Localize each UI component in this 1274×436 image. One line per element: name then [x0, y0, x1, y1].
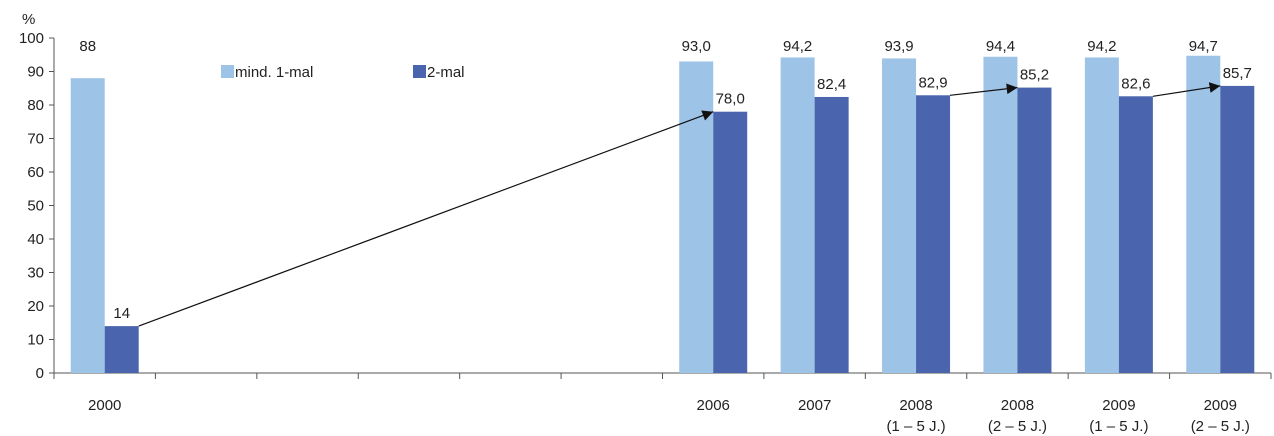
x-tick-label: 2000	[88, 397, 121, 414]
x-tick-label: 2009	[1102, 397, 1135, 414]
y-tick-label: 0	[36, 365, 44, 382]
y-tick-label: 70	[27, 131, 44, 148]
legend-label: mind. 1-mal	[235, 64, 313, 81]
axes: 0 10 20 30 40 50 60 70 80 90 100% 2000 2006 2007 2008 (…	[19, 11, 1272, 435]
data-label: 14	[113, 305, 130, 322]
y-tick-label: 30	[27, 265, 44, 282]
x-tick-label: 2008	[1001, 397, 1034, 414]
bar	[713, 111, 748, 373]
data-label: 93,0	[682, 38, 711, 55]
legend-label: 2-mal	[427, 64, 465, 81]
legend-swatch	[413, 65, 426, 78]
x-tick-label: (2 – 5 J.)	[988, 418, 1047, 435]
data-label: 88	[79, 38, 96, 55]
data-label: 82,9	[918, 74, 947, 91]
y-tick-label: 90	[27, 64, 44, 81]
x-tick-label: 2008	[899, 397, 932, 414]
bar	[1017, 87, 1052, 373]
bar	[983, 56, 1018, 373]
legend: mind. 1-mal 2-mal	[221, 64, 465, 81]
legend-swatch	[221, 65, 234, 78]
bar	[1220, 85, 1255, 373]
x-tick-label: 2009	[1204, 397, 1237, 414]
data-labels: 88 93,0 94,2 93,9 94,4 94,2 94,7 14 78,0 82,4 82,9…	[79, 38, 1252, 322]
bar	[1118, 96, 1153, 373]
y-tick-label: 20	[27, 298, 44, 315]
trend-arrow	[1152, 82, 1221, 97]
bar	[916, 95, 951, 373]
y-tick-label: 80	[27, 97, 44, 114]
trend-arrow	[949, 83, 1018, 96]
bar	[1186, 55, 1221, 373]
y-tick-label: 10	[27, 332, 44, 349]
bar	[780, 57, 815, 374]
bar	[882, 58, 917, 374]
data-label: 82,6	[1121, 75, 1150, 92]
data-label: 85,7	[1223, 65, 1252, 82]
bar	[679, 61, 714, 373]
bar	[70, 78, 105, 373]
trend-arrow	[138, 110, 714, 327]
x-tick-label: (1 – 5 J.)	[1089, 418, 1148, 435]
bars	[70, 55, 1255, 374]
data-label: 94,2	[783, 38, 812, 55]
y-tick-label: 100	[19, 30, 44, 47]
y-tick-label: 40	[27, 231, 44, 248]
data-label: 82,4	[817, 76, 846, 93]
bar	[104, 326, 139, 373]
x-tick-label: (2 – 5 J.)	[1191, 418, 1250, 435]
y-tick-label: 50	[27, 198, 44, 215]
data-label: 94,2	[1087, 38, 1116, 55]
x-tick-label: 2007	[798, 397, 831, 414]
y-axis-unit: %	[22, 11, 35, 28]
x-tick-label: 2006	[697, 397, 730, 414]
data-label: 94,7	[1189, 38, 1218, 55]
bar	[1084, 57, 1119, 374]
data-label: 93,9	[884, 38, 913, 55]
y-tick-label: 60	[27, 164, 44, 181]
data-label: 94,4	[986, 38, 1015, 55]
data-label: 78,0	[716, 91, 745, 108]
trend-arrows	[138, 82, 1221, 327]
bar	[814, 96, 849, 374]
x-tick-label: (1 – 5 J.)	[886, 418, 945, 435]
data-label: 85,2	[1020, 67, 1049, 84]
